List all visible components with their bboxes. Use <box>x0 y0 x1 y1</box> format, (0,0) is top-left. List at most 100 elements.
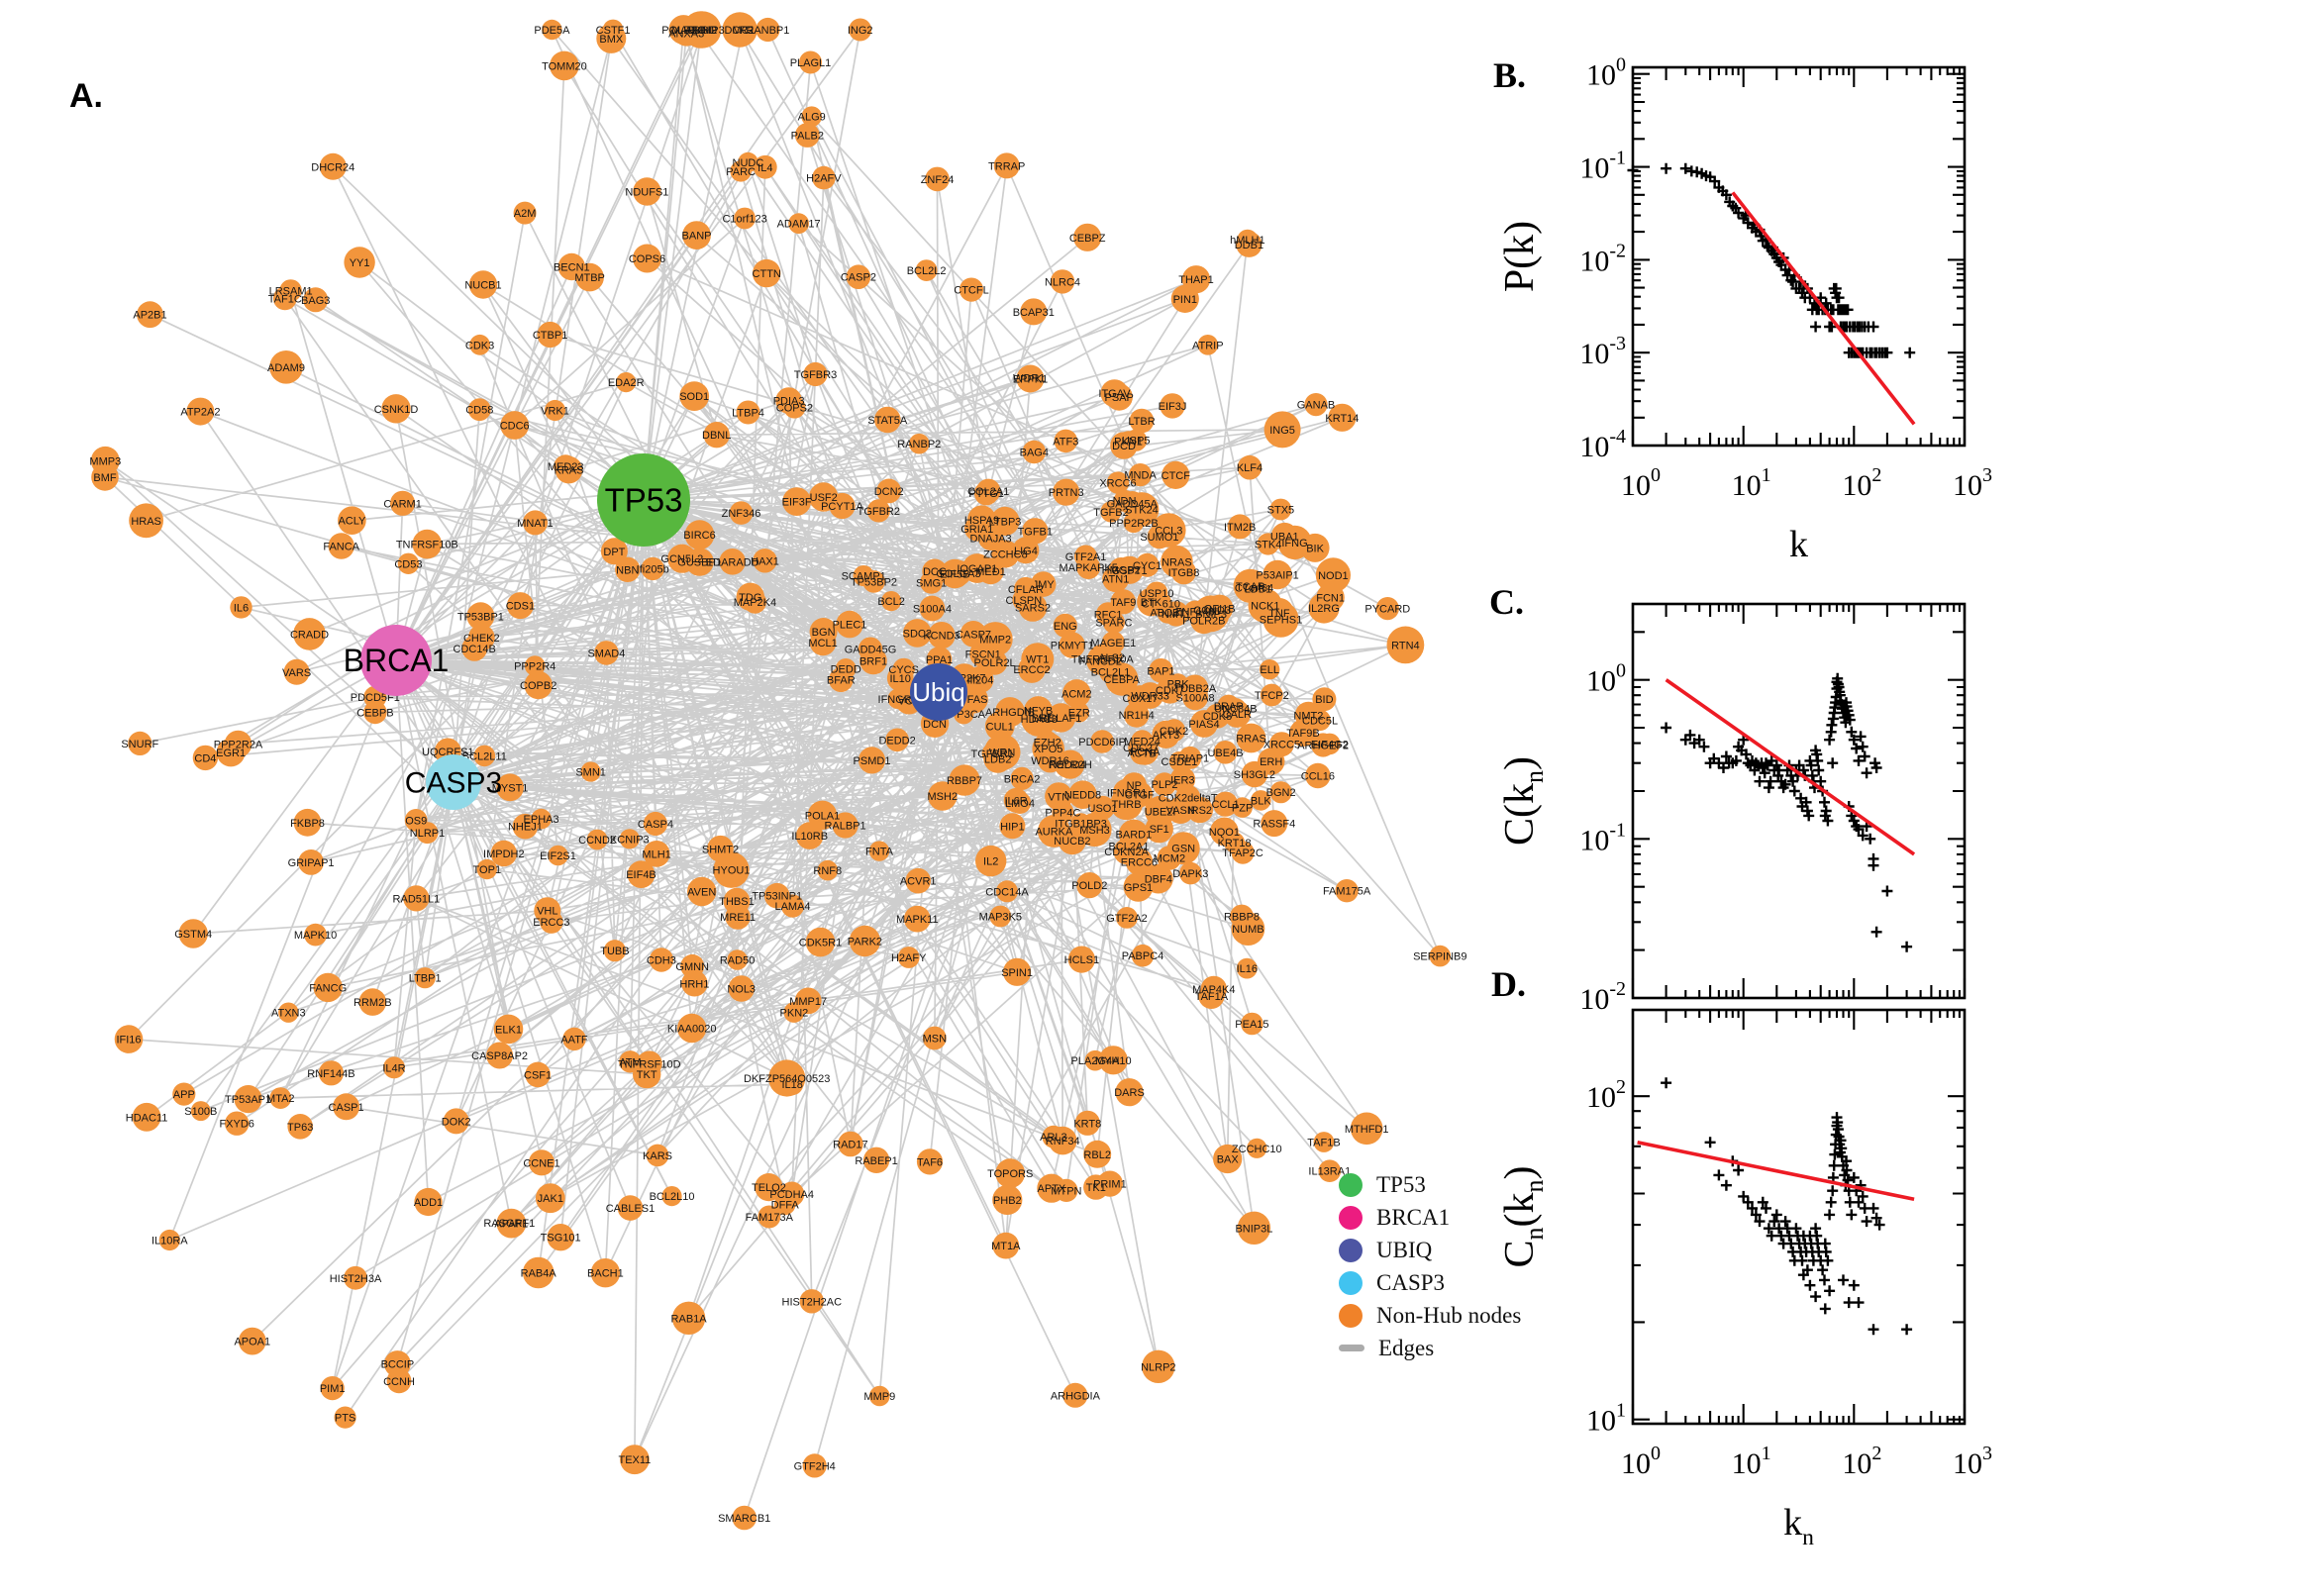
network-node-label: THRB <box>1112 799 1142 811</box>
network-node-label: CYC1 <box>1133 560 1162 572</box>
network-node <box>1022 518 1049 545</box>
network-node <box>132 1102 161 1132</box>
network-node <box>334 1406 356 1429</box>
network-node <box>989 905 1012 928</box>
network-node-label: ATRIP <box>1192 340 1224 351</box>
network-node-label: UBE2I <box>1145 806 1176 818</box>
network-node <box>859 647 887 675</box>
network-node <box>596 23 627 53</box>
network-node-label: PLEC1 <box>833 620 867 632</box>
network-node <box>1058 827 1086 855</box>
network-node-label: PZP <box>1232 803 1253 815</box>
network-node <box>328 533 354 559</box>
network-node-label: GMNN <box>675 961 709 973</box>
network-node-label: SEPHS1 <box>1260 615 1302 627</box>
network-node <box>788 213 809 235</box>
network-node <box>779 1181 805 1207</box>
plot-frame-C <box>1631 602 1967 1000</box>
hub-node-tp53 <box>597 453 690 547</box>
network-node-label: MSN <box>923 1034 948 1046</box>
network-node <box>542 19 562 41</box>
network-node-label: CDK5R1 <box>799 938 842 949</box>
network-node <box>661 1186 682 1207</box>
network-node <box>807 800 838 830</box>
network-node-label: STK4 <box>1255 540 1282 551</box>
y-tick-label: 10-1 <box>1579 819 1626 856</box>
network-node-label: C1orf123 <box>722 214 766 226</box>
network-node <box>940 558 970 589</box>
network-node-label: TELO2 <box>752 1182 786 1194</box>
scatter-markers-C <box>1661 672 1913 952</box>
network-node-label: ITGB1BP3 <box>1055 819 1107 831</box>
network-node <box>531 808 552 830</box>
network-node-label: STAT5A <box>867 415 908 427</box>
network-node <box>1162 460 1190 489</box>
network-node <box>753 258 781 288</box>
network-node <box>993 152 1020 179</box>
network-node <box>1010 766 1034 791</box>
network-node <box>684 520 715 550</box>
network-node <box>633 1059 661 1089</box>
network-node <box>486 1042 514 1069</box>
network-node-label: NEDD4 <box>1049 759 1085 771</box>
network-node-label: H2AFV <box>806 173 842 185</box>
network-node-label: LDB2 <box>984 753 1012 765</box>
network-node-label: ING2 <box>848 25 873 37</box>
network-node-label: PABPC4 <box>1122 950 1164 962</box>
network-node <box>1237 454 1262 480</box>
network-node-label: PSMD1 <box>854 755 891 767</box>
network-node-label: ANXA3 <box>668 29 704 41</box>
network-node-label: FAM173A <box>746 1212 794 1224</box>
network-node <box>641 556 664 581</box>
network-node-label: CHEK2 <box>463 633 500 645</box>
network-node <box>681 970 708 997</box>
network-node-label: HAX1 <box>751 555 779 567</box>
network-node <box>1169 766 1196 793</box>
network-node <box>886 664 914 692</box>
network-node-label: CEBPZ <box>1069 233 1106 245</box>
network-node <box>1124 492 1160 527</box>
y-axis-title-C: C(kn) <box>1497 756 1549 846</box>
nonhub-swatch-icon <box>1339 1303 1363 1328</box>
network-node-label: CDC6 <box>500 421 530 433</box>
network-node-label: BCL2L10 <box>650 1191 695 1203</box>
network-node-label: LTBP4 <box>732 408 764 420</box>
network-node-label: COL2A1 <box>967 486 1009 498</box>
network-node-label: MMP9 <box>863 1391 895 1403</box>
network-node-label: NOD1 <box>1318 570 1349 582</box>
network-node-label: PRIM1 <box>1093 1179 1127 1191</box>
network-node-label: NP <box>1127 780 1142 792</box>
network-node-label: PIAS4 <box>1188 719 1219 731</box>
network-node <box>397 552 420 574</box>
network-node-label: FANCG <box>309 982 347 994</box>
network-node <box>303 287 329 313</box>
network-node-label: LTBP3 <box>989 516 1022 528</box>
network-node <box>719 549 746 575</box>
network-node <box>528 1149 556 1176</box>
network-node <box>925 166 950 192</box>
network-node <box>909 433 930 454</box>
network-node-label: CSNK1D <box>374 404 419 416</box>
network-node <box>1260 683 1283 707</box>
network-node <box>1048 1126 1077 1155</box>
network-node <box>476 858 497 880</box>
network-node <box>555 455 583 484</box>
network-node-label: MAP4K4 <box>1192 984 1235 996</box>
network-node-label: MAP3K5 <box>979 912 1022 924</box>
network-node-label: TGFB2 <box>1093 507 1128 519</box>
hub-node-ubiq <box>910 663 967 721</box>
network-node <box>730 160 752 182</box>
network-node-label: FXYD6 <box>219 1119 253 1131</box>
hub-node-label-tp53: TP53 <box>605 482 683 519</box>
network-node <box>685 548 714 576</box>
network-node <box>1335 879 1359 903</box>
hub-node-label-ubiq: Ubiq <box>912 677 964 707</box>
network-node <box>1261 810 1288 838</box>
network-node-label: COX17 <box>1122 693 1158 705</box>
network-node-label: CASP8AP2 <box>471 1050 528 1062</box>
network-node-label: CD58 <box>465 405 493 417</box>
network-node <box>996 880 1018 903</box>
legend-item-nonhub: Non-Hub nodes <box>1339 1299 1521 1332</box>
network-node-label: CD53 <box>394 558 422 570</box>
network-node-label: IL13RA1 <box>1308 1166 1351 1178</box>
